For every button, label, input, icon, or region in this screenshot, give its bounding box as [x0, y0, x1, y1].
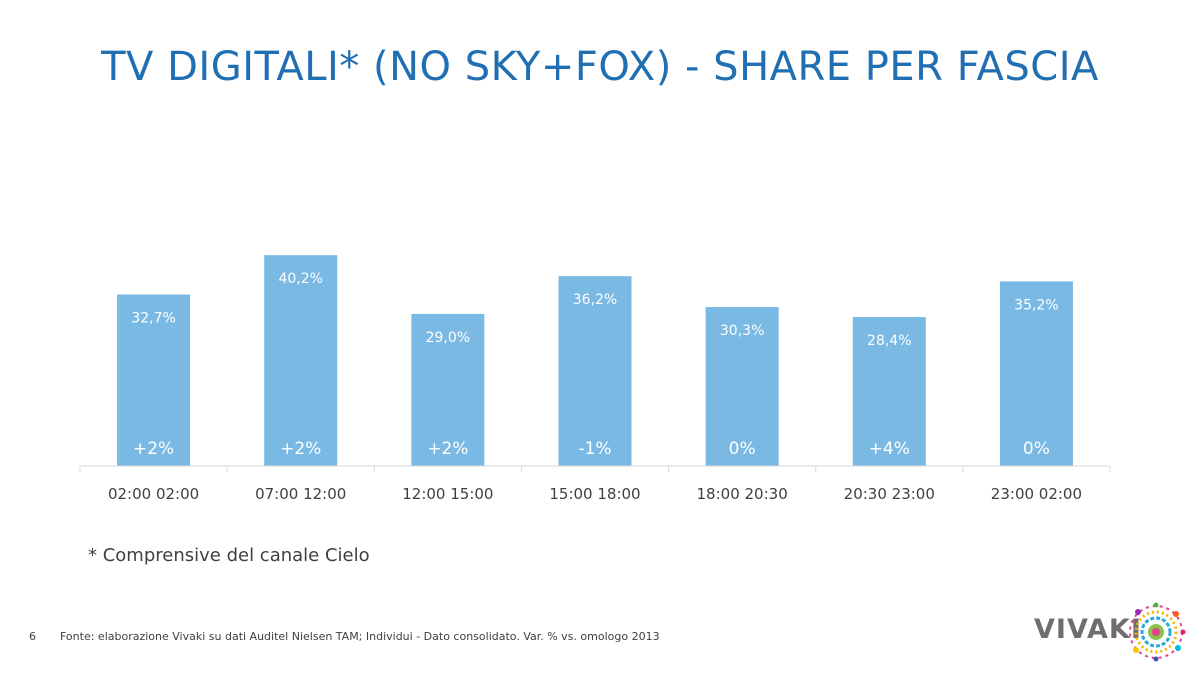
logo-flower-icon	[1129, 602, 1186, 662]
bar-7	[999, 281, 1073, 466]
logo-wordmark: VIVAKI	[1034, 614, 1142, 645]
footnote: * Comprensive del canale Cielo	[88, 545, 370, 566]
bar-value-label: 29,0%	[426, 330, 470, 346]
source-text: Fonte: elaborazione Vivaki su dati Audit…	[60, 630, 660, 643]
bar-2	[264, 255, 338, 466]
bar-1	[117, 294, 191, 466]
variation-label: -1%	[578, 439, 611, 459]
x-tick-label: 12:00 15:00	[402, 485, 493, 503]
variation-label: +4%	[869, 439, 910, 459]
variation-label: +2%	[133, 439, 174, 459]
x-tick-label: 20:30 23:00	[844, 485, 935, 503]
page-number: 6	[29, 630, 36, 643]
x-tick-label: 18:00 20:30	[697, 485, 788, 503]
bar-value-label: 30,3%	[720, 323, 764, 339]
bar-6	[852, 317, 926, 466]
bar-3	[411, 313, 485, 466]
x-tick-label: 23:00 02:00	[991, 485, 1082, 503]
bar-5	[705, 307, 779, 466]
variation-label: 0%	[729, 439, 756, 459]
bar-value-label: 32,7%	[131, 311, 175, 327]
variation-label: 0%	[1023, 439, 1050, 459]
bar-value-label: 40,2%	[278, 271, 322, 287]
bar-value-label: 36,2%	[573, 292, 617, 308]
x-tick-label: 02:00 02:00	[108, 485, 199, 503]
slide-title: TV DIGITALI* (NO SKY+FOX) - SHARE PER FA…	[101, 44, 1099, 90]
vivaki-logo: VIVAKI	[1034, 600, 1194, 664]
variation-label: +2%	[280, 439, 321, 459]
x-tick-label: 07:00 12:00	[255, 485, 346, 503]
x-tick-label: 15:00 18:00	[549, 485, 640, 503]
bar-value-label: 28,4%	[867, 333, 911, 349]
bar-4	[558, 276, 632, 466]
variation-label: +2%	[427, 439, 468, 459]
bar-value-label: 35,2%	[1014, 297, 1058, 313]
